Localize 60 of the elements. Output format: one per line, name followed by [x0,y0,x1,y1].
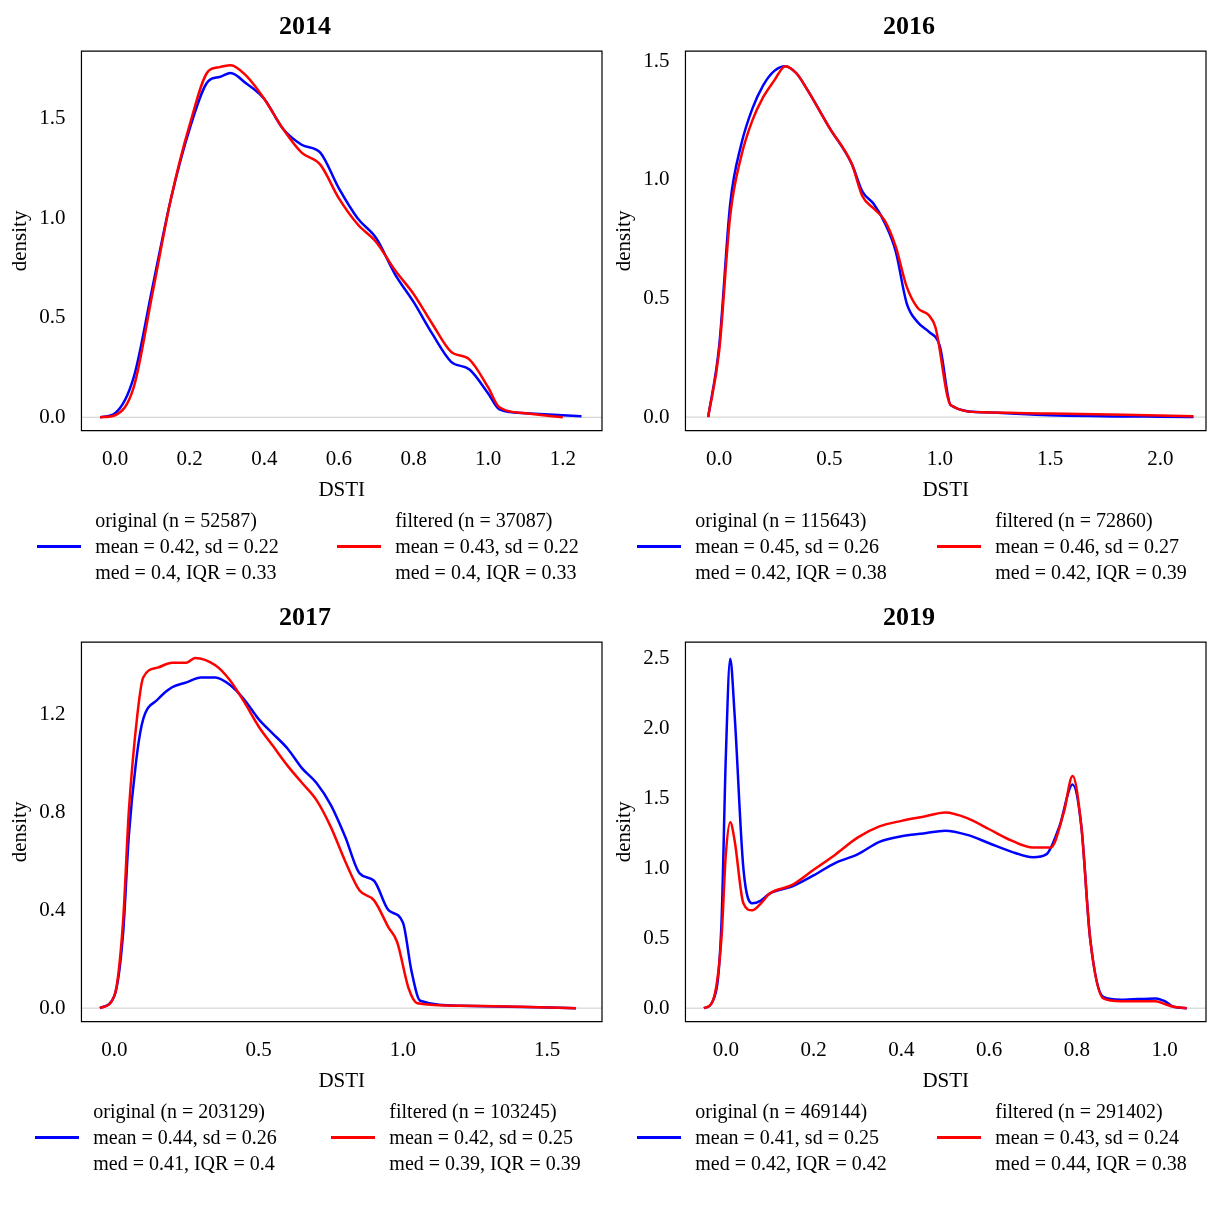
x-axis-title: DSTI [318,1067,366,1092]
legend-label: filtered (n = 103245) mean = 0.42, sd = 0.25 med = 0.39, IQR = 0.39 [389,1099,581,1176]
y-tick-label: 1.5 [643,47,670,72]
y-tick-label: 0.8 [39,798,66,823]
y-tick-label: 2.0 [643,715,670,740]
y-tick-label: 0.5 [643,924,670,949]
x-tick-label: 0.4 [888,1036,916,1061]
y-tick-label: 1.0 [643,166,670,191]
legend-label: filtered (n = 291402) mean = 0.43, sd = 0.24 med = 0.44, IQR = 0.38 [995,1099,1187,1176]
x-tick-label: 1.0 [389,1036,417,1061]
x-tick-label: 0.0 [706,445,733,470]
y-tick-label: 1.0 [39,204,66,229]
x-tick-label: 1.2 [549,445,576,470]
y-tick-label: 1.2 [39,700,66,725]
x-tick-label: 0.2 [800,1036,827,1061]
y-axis-title: density [611,801,636,863]
x-axis-title: DSTI [922,1067,970,1092]
x-tick-label: 1.5 [534,1036,561,1061]
x-tick-label: 0.0 [101,1036,128,1061]
x-tick-label: 1.0 [475,445,502,470]
y-axis-title: density [7,210,32,272]
chart-title: 2016 [883,11,935,41]
x-tick-label: 0.8 [1063,1036,1091,1061]
chart-title: 2014 [279,11,331,41]
y-tick-label: 0.5 [39,304,66,329]
y-tick-label: 1.0 [643,854,670,879]
legend-label: filtered (n = 37087) mean = 0.43, sd = 0.22 med = 0.4, IQR = 0.33 [395,508,579,585]
x-tick-label: 0.2 [176,445,203,470]
y-tick-label: 1.5 [39,105,66,130]
x-tick-label: 0.5 [816,445,843,470]
y-axis-title: density [611,210,636,272]
x-tick-label: 0.6 [976,1036,1003,1061]
x-tick-label: 0.0 [712,1036,739,1061]
x-tick-label: 0.5 [245,1036,272,1061]
x-tick-label: 0.6 [325,445,353,470]
y-tick-label: 0.4 [39,896,66,921]
x-tick-label: 1.0 [926,445,953,470]
y-tick-label: 0.0 [39,403,66,428]
y-tick-label: 0.0 [643,994,670,1019]
y-tick-label: 1.5 [643,785,670,809]
x-tick-label: 0.4 [251,445,278,470]
chart-title: 2019 [883,602,935,632]
legend-label: original (n = 469144) mean = 0.41, sd = 0.25 med = 0.42, IQR = 0.42 [695,1099,887,1176]
legend-label: original (n = 203129) mean = 0.44, sd = 0.26 med = 0.41, IQR = 0.4 [93,1099,277,1176]
y-tick-label: 2.5 [643,645,670,670]
legend-label: filtered (n = 72860) mean = 0.46, sd = 0.27 med = 0.42, IQR = 0.39 [995,508,1187,585]
y-axis-title: density [7,801,32,863]
x-axis-title: DSTI [922,476,970,501]
x-tick-label: 2.0 [1147,445,1174,470]
legend-label: original (n = 115643) mean = 0.45, sd = 0.26 med = 0.42, IQR = 0.38 [695,508,887,585]
y-tick-label: 0.0 [643,403,670,428]
x-tick-label: 0.0 [101,445,129,470]
y-tick-label: 0.0 [39,994,66,1019]
x-axis-title: DSTI [318,476,366,501]
x-tick-label: 0.8 [400,445,427,470]
legend-label: original (n = 52587) mean = 0.42, sd = 0.22 med = 0.4, IQR = 0.33 [95,508,279,585]
x-tick-label: 1.0 [1151,1036,1178,1061]
x-tick-label: 1.5 [1036,445,1064,470]
y-tick-label: 0.5 [643,285,670,310]
chart-title: 2017 [279,602,331,632]
